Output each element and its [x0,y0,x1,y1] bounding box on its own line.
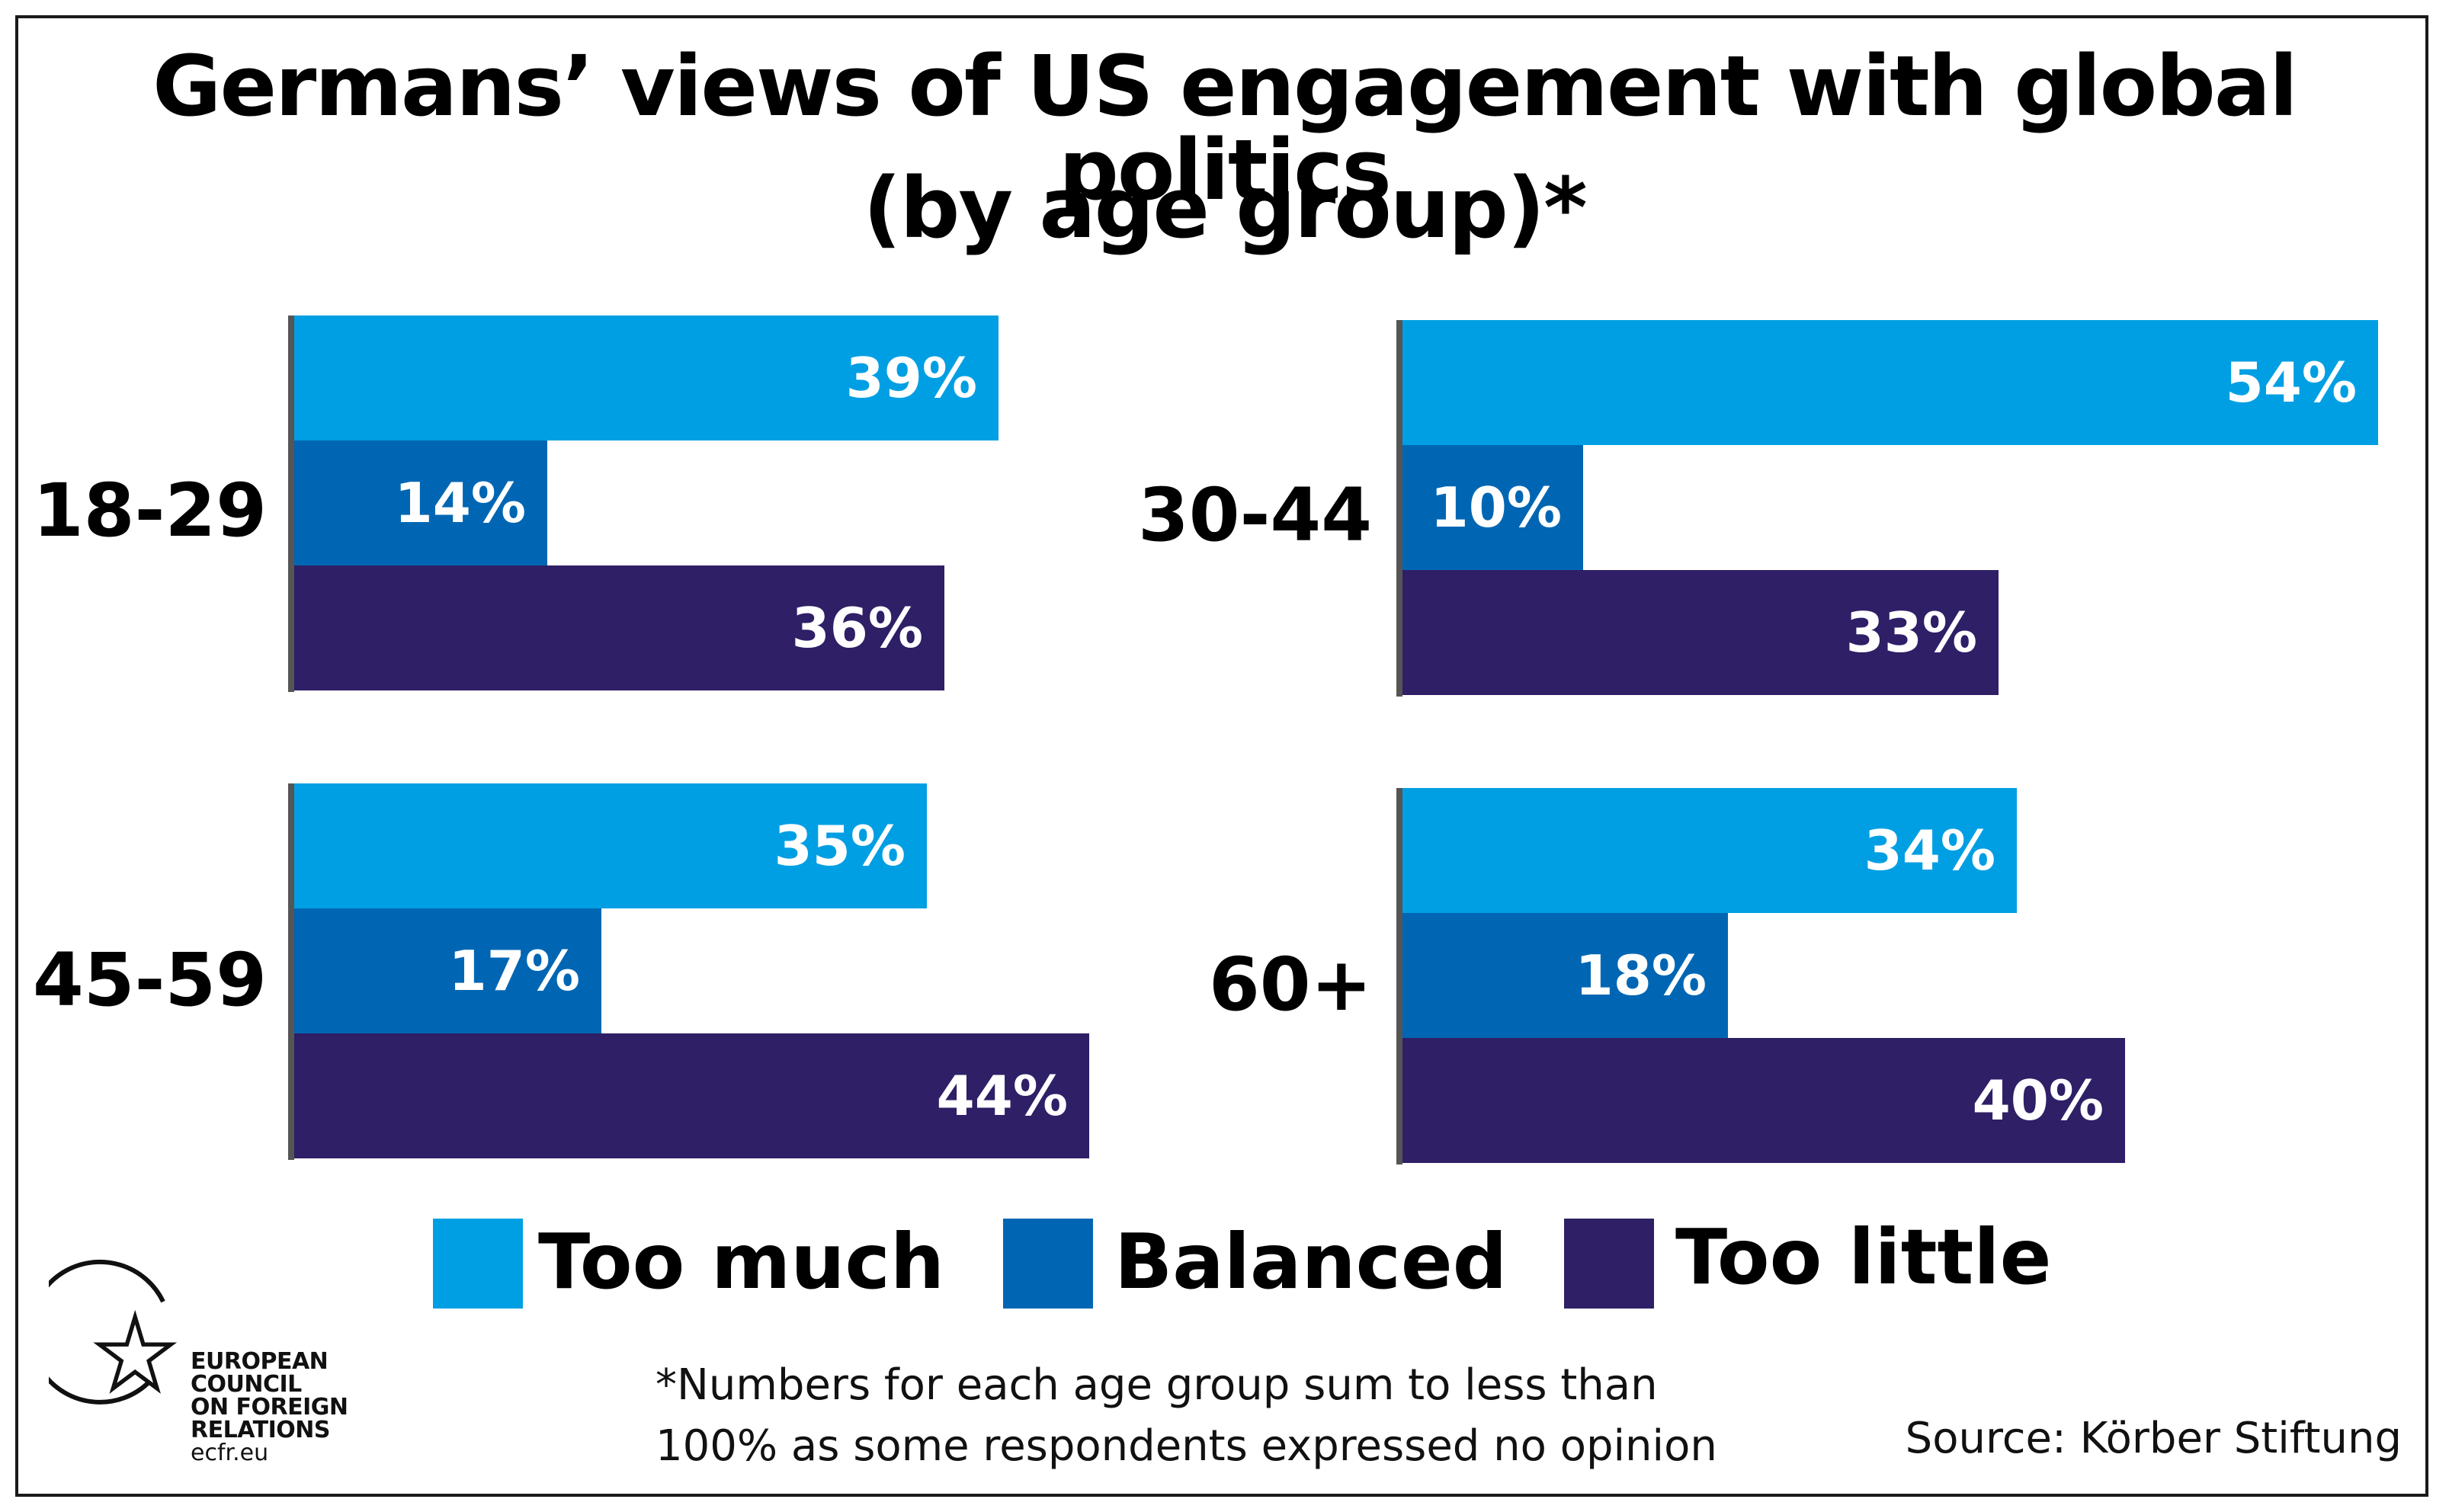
bar-45-59-balanced: 17% [294,908,601,1033]
logo-url: ecfr.eu [191,1440,269,1466]
logo-text-line3: ON FOREIGN [191,1394,348,1421]
panel-30-44: 54% 10% 33% [1396,320,2449,697]
bar-value-label: 40% [1972,1068,2104,1132]
logo-text-line4: RELATIONS [191,1417,330,1443]
bar-30-44-too-much: 54% [1402,320,2378,445]
bar-60--balanced: 18% [1402,913,1728,1038]
footnote-line1: *Numbers for each age group sum to less … [656,1360,1658,1410]
bar-45-59-too-little: 44% [294,1033,1089,1158]
bar-value-label: 54% [2225,351,2357,415]
age-group-label-60-: 60+ [1208,942,1372,1027]
bar-value-label: 18% [1575,943,1707,1007]
legend-label-too-little: Too little [1675,1212,2052,1302]
bar-45-59-too-much: 35% [294,783,927,908]
age-group-label-18-29: 18-29 [32,468,267,553]
bar-18-29-too-much: 39% [294,316,999,440]
panel-axis [1396,320,1402,697]
chart-title: Germans’ views of US engagement with glo… [152,37,2298,219]
bar-value-label: 33% [1845,601,1977,665]
panel-axis [288,316,294,692]
bar-30-44-balanced: 10% [1402,445,1583,570]
panel-45-59: 35% 17% 44% [288,783,1431,1160]
bar-value-label: 36% [791,596,923,660]
bar-value-label: 44% [936,1064,1068,1128]
panel-axis [288,783,294,1160]
bar-60--too-much: 34% [1402,788,2017,913]
bar-60--too-little: 40% [1402,1038,2125,1163]
chart-frame [15,15,2428,1497]
legend-swatch-balanced [1003,1219,1093,1309]
footnote-line2: 100% as some respondents expressed no op… [656,1421,1717,1471]
bar-value-label: 34% [1864,818,1995,883]
panel-18-29: 39% 14% 36% [288,316,1431,692]
chart-subtitle: (by age group)* [863,159,1587,257]
bar-18-29-balanced: 14% [294,440,547,565]
legend-label-balanced: Balanced [1114,1217,1508,1306]
panel-60-: 34% 18% 40% [1396,788,2449,1164]
legend-label-too-much: Too much [538,1217,945,1306]
bar-value-label: 17% [448,939,580,1003]
legend-swatch-too-much [433,1219,523,1309]
age-group-label-30-44: 30-44 [1137,472,1372,558]
source-note: Source: Körber Stiftung [1905,1414,2402,1463]
bar-value-label: 39% [845,346,977,410]
bar-30-44-too-little: 33% [1402,570,1999,695]
logo-text-line2: COUNCIL [191,1371,302,1398]
bar-value-label: 14% [394,471,526,535]
bar-18-29-too-little: 36% [294,565,944,690]
legend-swatch-too-little [1564,1219,1654,1309]
bar-value-label: 35% [774,814,906,878]
panel-axis [1396,788,1402,1164]
bar-value-label: 10% [1430,476,1562,540]
ecfr-star-circle-icon [49,1259,178,1405]
logo-text-line1: EUROPEAN [191,1348,329,1375]
ecfr-logo: EUROPEAN COUNCIL ON FOREIGN RELATIONS ec… [49,1257,369,1471]
age-group-label-45-59: 45-59 [32,937,267,1023]
